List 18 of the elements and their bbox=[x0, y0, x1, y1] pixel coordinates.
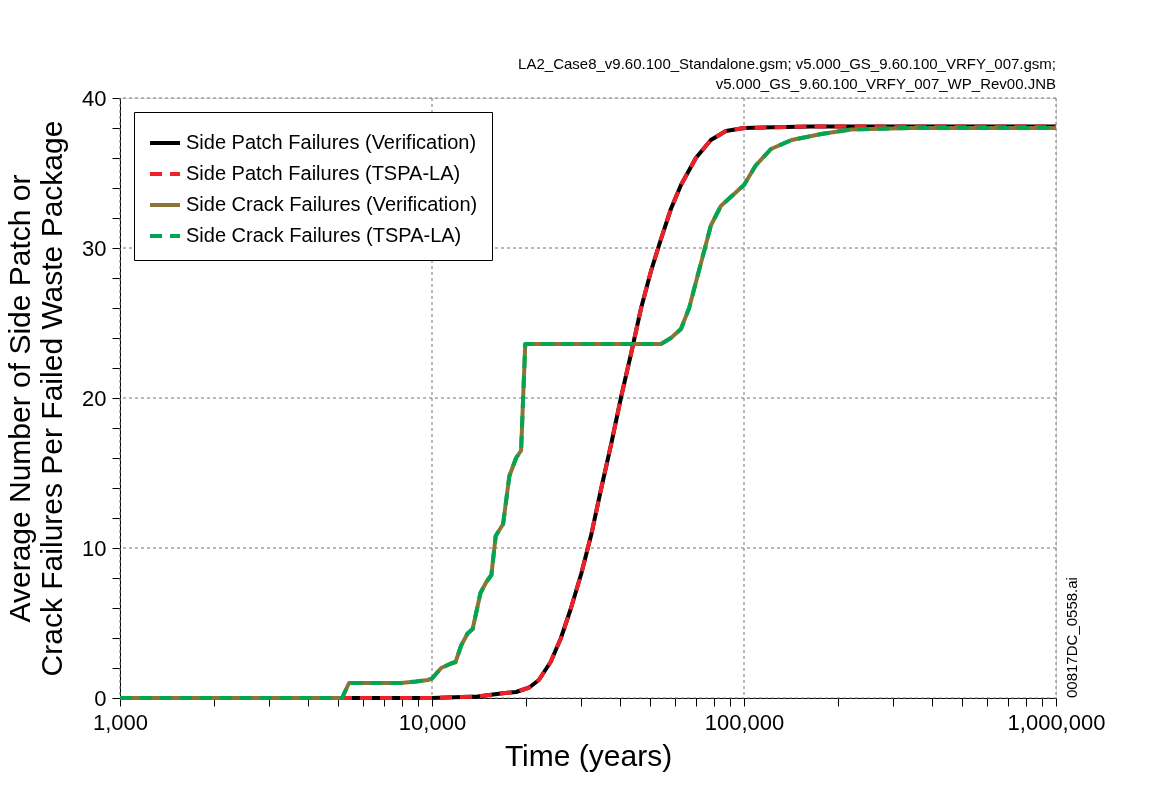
legend-label: Side Crack Failures (Verification) bbox=[186, 193, 478, 215]
y-tick-label: 10 bbox=[82, 535, 107, 561]
x-tick-label: 10,000 bbox=[398, 709, 467, 735]
legend-label: Side Patch Failures (TSPA-LA) bbox=[186, 162, 461, 184]
legend-label: Side Patch Failures (Verification) bbox=[186, 131, 477, 153]
y-axis-title: Average Number of Side Patch or Crack Failures Per Failed Waste Package bbox=[3, 120, 69, 677]
text: 00817DC_0558.ai bbox=[1063, 577, 1080, 698]
y-tick-label: 20 bbox=[82, 385, 107, 411]
text: LA2_Case8_v9.60.100_Standalone.gsm; v5.000_GS_9.60.100_VRFY_007.gsm; bbox=[518, 55, 1056, 72]
y-tick-label: 30 bbox=[82, 235, 107, 261]
legend-label: Side Crack Failures (TSPA-LA) bbox=[186, 224, 462, 246]
x-tick-label: 1,000 bbox=[92, 709, 149, 735]
text: v5.000_GS_9.60.100_VRFY_007_WP_Rev00.JNB bbox=[715, 75, 1056, 92]
y-tick-label: 40 bbox=[82, 85, 107, 111]
x-axis-title: Time (years) bbox=[504, 738, 673, 772]
y-tick-label: 0 bbox=[94, 685, 107, 711]
x-tick-label: 1,000,000 bbox=[1007, 709, 1106, 735]
x-tick-label: 100,000 bbox=[704, 709, 785, 735]
